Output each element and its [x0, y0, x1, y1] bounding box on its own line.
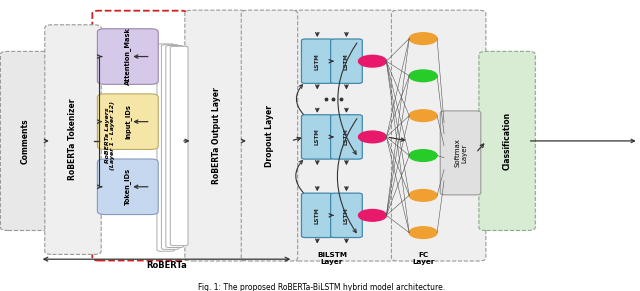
Circle shape [358, 131, 387, 143]
FancyBboxPatch shape [161, 45, 179, 249]
Text: Input_IDs: Input_IDs [124, 104, 131, 139]
FancyBboxPatch shape [291, 10, 398, 261]
Text: LSTM: LSTM [344, 53, 349, 70]
Text: Token_IDs: Token_IDs [124, 168, 131, 205]
FancyBboxPatch shape [170, 46, 188, 246]
Circle shape [409, 189, 437, 201]
Text: RoBERTa: RoBERTa [146, 260, 187, 269]
FancyBboxPatch shape [185, 10, 248, 261]
Circle shape [409, 70, 437, 82]
Text: LSTM: LSTM [315, 207, 320, 224]
FancyBboxPatch shape [331, 193, 362, 237]
Text: LSTM: LSTM [315, 129, 320, 145]
FancyBboxPatch shape [241, 10, 298, 261]
FancyBboxPatch shape [45, 25, 101, 254]
FancyBboxPatch shape [97, 159, 158, 214]
Text: Attention_Mask: Attention_Mask [124, 28, 131, 86]
FancyBboxPatch shape [331, 115, 362, 159]
FancyBboxPatch shape [97, 29, 158, 84]
Text: RoBERTa Layers
(Layer 1 - Layer 12): RoBERTa Layers (Layer 1 - Layer 12) [105, 101, 115, 170]
Text: LSTM: LSTM [315, 53, 320, 70]
FancyBboxPatch shape [331, 39, 362, 84]
FancyBboxPatch shape [1, 51, 51, 230]
FancyBboxPatch shape [301, 115, 333, 159]
Circle shape [409, 227, 437, 238]
Circle shape [409, 150, 437, 162]
Text: RoBERTa Tokenizer: RoBERTa Tokenizer [68, 99, 77, 180]
Text: LSTM: LSTM [344, 129, 349, 145]
FancyBboxPatch shape [97, 94, 158, 149]
Text: Classification: Classification [502, 112, 511, 170]
Text: FC
Layer: FC Layer [412, 251, 435, 265]
Text: Softmax
Layer: Softmax Layer [454, 139, 467, 167]
FancyBboxPatch shape [301, 39, 333, 84]
FancyBboxPatch shape [166, 45, 184, 248]
FancyBboxPatch shape [479, 51, 535, 230]
Text: Dropout Layer: Dropout Layer [265, 104, 274, 167]
FancyBboxPatch shape [392, 10, 486, 261]
FancyBboxPatch shape [157, 44, 175, 251]
Circle shape [358, 210, 387, 221]
FancyBboxPatch shape [440, 111, 481, 195]
FancyBboxPatch shape [92, 11, 188, 260]
Circle shape [409, 33, 437, 45]
Text: LSTM: LSTM [344, 207, 349, 224]
Text: Fig. 1: The proposed RoBERTa-BiLSTM hybrid model architecture.: Fig. 1: The proposed RoBERTa-BiLSTM hybr… [198, 283, 445, 291]
Circle shape [358, 55, 387, 67]
Circle shape [409, 110, 437, 122]
FancyBboxPatch shape [301, 193, 333, 237]
Text: RoBERTa Output Layer: RoBERTa Output Layer [212, 87, 221, 184]
Text: BiLSTM
Layer: BiLSTM Layer [317, 251, 347, 265]
Text: Comments: Comments [21, 118, 30, 164]
